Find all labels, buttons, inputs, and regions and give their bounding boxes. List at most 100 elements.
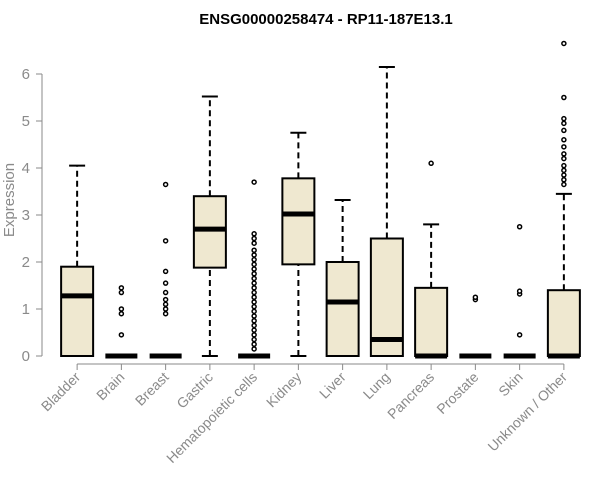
box xyxy=(414,286,449,358)
outlier-point xyxy=(118,310,125,317)
outlier-point xyxy=(561,144,567,150)
outlier-point xyxy=(561,181,567,188)
outlier-point xyxy=(561,94,567,101)
outlier-point xyxy=(561,151,567,157)
outlier-point xyxy=(251,266,257,272)
x-tick-label: Prostate xyxy=(433,369,481,417)
outlier-point xyxy=(251,240,257,246)
outlier-point xyxy=(251,231,257,237)
outlier-point xyxy=(118,285,125,291)
outlier-point xyxy=(162,289,169,296)
outlier-point xyxy=(162,296,169,303)
y-axis: 0 1 2 3 4 5 6 xyxy=(22,66,43,365)
outlier-point xyxy=(561,115,567,122)
outlier-point xyxy=(251,318,257,324)
outlier-point xyxy=(561,155,567,162)
outlier-point xyxy=(251,261,257,268)
outlier-point xyxy=(251,179,257,185)
box-group-brain xyxy=(105,285,138,359)
outlier-point xyxy=(251,289,257,296)
box xyxy=(325,261,360,357)
outlier-point xyxy=(251,252,257,258)
y-tick-label: 2 xyxy=(22,254,30,271)
x-tick-label: Bladder xyxy=(38,369,84,415)
outlier-point xyxy=(561,172,567,178)
outlier-point xyxy=(251,346,257,352)
outlier-point xyxy=(118,306,125,312)
x-tick-label: Lung xyxy=(360,369,393,402)
outlier-point xyxy=(162,238,169,244)
outlier-point xyxy=(162,268,169,275)
box-group-prostate xyxy=(459,294,492,359)
outlier-point xyxy=(251,280,257,286)
outlier-point xyxy=(561,120,567,127)
y-tick-label: 3 xyxy=(22,207,30,224)
outlier-point xyxy=(561,162,567,169)
box xyxy=(281,177,316,266)
x-tick-label: Liver xyxy=(316,369,349,402)
outlier-point xyxy=(251,336,257,343)
outlier-point xyxy=(251,322,257,329)
outlier-point xyxy=(251,303,257,310)
x-tick-label: Breast xyxy=(132,369,172,409)
outlier-point xyxy=(472,294,479,300)
x-tick-label: Pancreas xyxy=(384,369,437,422)
outlier-point xyxy=(251,271,257,277)
box-group-skin xyxy=(503,224,536,359)
outlier-point xyxy=(251,247,257,253)
outlier-point xyxy=(251,294,257,300)
outlier-point xyxy=(516,224,523,230)
outlier-point xyxy=(561,127,567,134)
box-group-bladder xyxy=(60,164,95,358)
box-group-liver xyxy=(325,198,360,357)
outlier-point xyxy=(251,299,257,305)
outlier-point xyxy=(251,341,257,347)
box xyxy=(192,195,227,269)
outlier-point xyxy=(251,332,257,338)
outlier-point xyxy=(561,167,567,174)
outlier-point xyxy=(162,181,169,188)
box xyxy=(60,265,95,358)
box-group-hematopoietic-cells xyxy=(238,179,271,359)
outlier-point xyxy=(251,285,257,291)
outlier-point xyxy=(118,332,125,338)
box-group-breast xyxy=(149,181,182,359)
box xyxy=(369,237,404,357)
y-tick-label: 5 xyxy=(22,113,30,130)
y-tick-label: 4 xyxy=(22,160,30,177)
x-tick-label: Kidney xyxy=(263,369,305,411)
y-tick-label: 6 xyxy=(22,66,30,83)
box-group-lung xyxy=(369,65,404,357)
outlier-point xyxy=(251,313,257,319)
outlier-point xyxy=(251,327,257,333)
plot-area xyxy=(60,40,581,359)
outlier-point xyxy=(162,301,169,308)
outlier-point xyxy=(162,306,169,312)
y-axis-title: Expression xyxy=(1,163,18,237)
outlier-point xyxy=(516,288,523,294)
y-tick-label: 0 xyxy=(22,348,30,365)
outlier-point xyxy=(251,256,257,263)
x-tick-label: Skin xyxy=(495,369,526,400)
outlier-point xyxy=(561,177,567,183)
y-tick-label: 1 xyxy=(22,301,30,318)
box-group-kidney xyxy=(281,131,316,357)
box xyxy=(546,289,581,358)
outlier-point xyxy=(516,332,523,338)
outlier-point xyxy=(162,310,169,317)
x-tick-label: Gastric xyxy=(173,369,216,412)
outlier-point xyxy=(251,275,257,282)
outlier-point xyxy=(561,40,567,47)
x-tick-label: Brain xyxy=(93,369,127,403)
box-group-pancreas xyxy=(414,160,449,359)
outlier-point xyxy=(428,160,434,167)
outlier-point xyxy=(162,280,169,286)
outlier-point xyxy=(251,308,257,315)
chart-title: ENSG00000258474 - RP11-187E13.1 xyxy=(199,11,453,28)
box-group-gastric xyxy=(192,95,227,357)
outlier-point xyxy=(118,289,125,296)
box-group-unknown-other xyxy=(546,40,581,359)
x-tick-label: Unknown / Other xyxy=(484,369,570,455)
